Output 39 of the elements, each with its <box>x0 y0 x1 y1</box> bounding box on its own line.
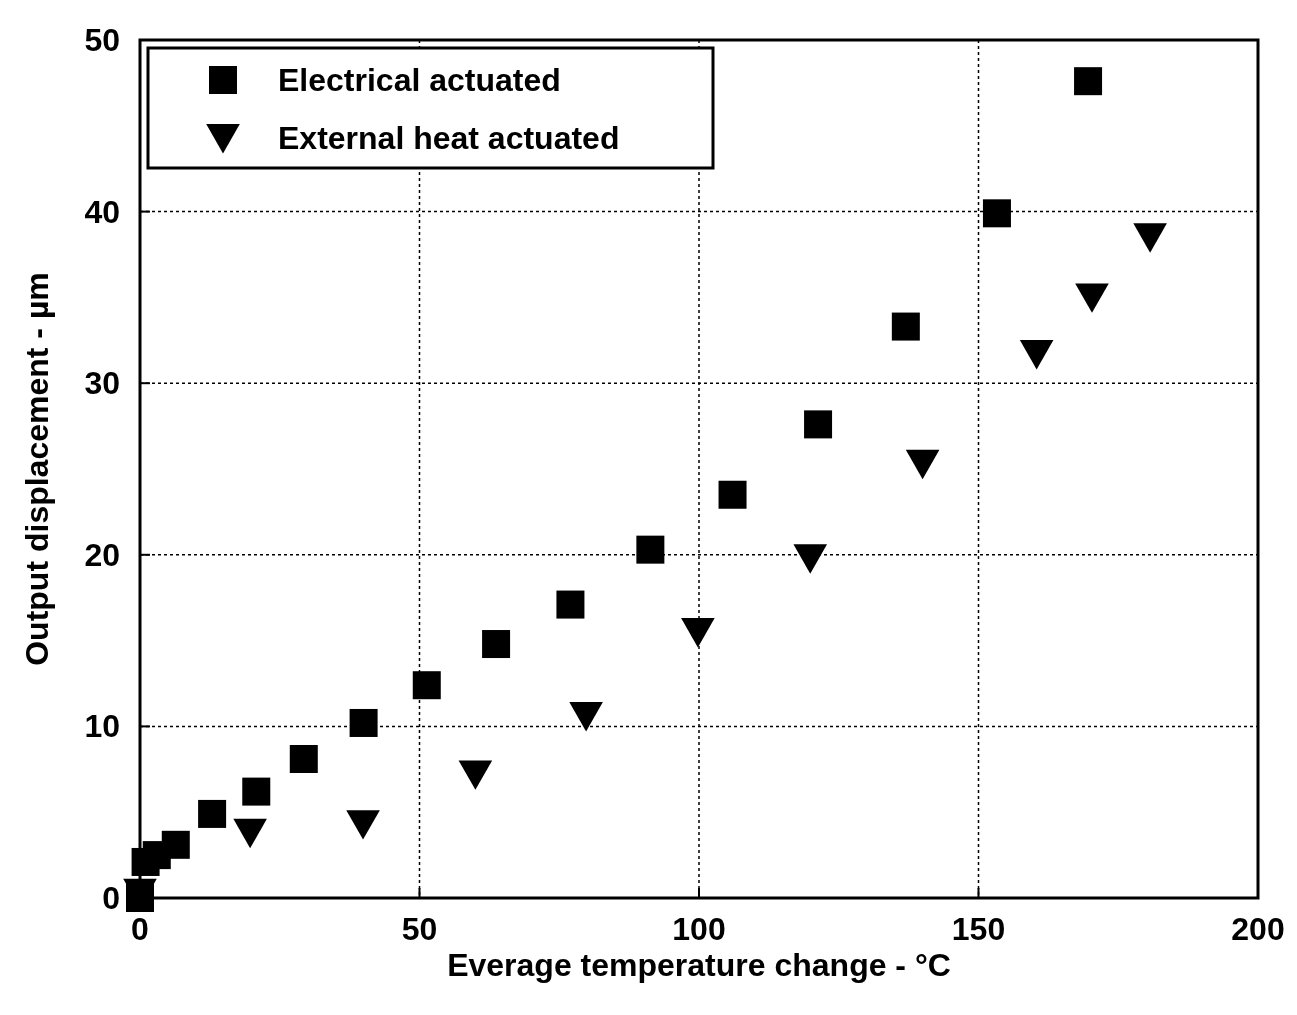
point <box>1074 67 1103 96</box>
y-tick-label: 0 <box>102 880 120 916</box>
x-tick-label: 50 <box>401 911 438 947</box>
point <box>482 630 511 659</box>
point <box>198 799 227 828</box>
point <box>982 199 1011 228</box>
point <box>233 818 267 849</box>
point <box>1133 223 1167 253</box>
point <box>458 760 493 790</box>
legend-label: Electrical actuated <box>278 62 561 98</box>
x-tick-label: 100 <box>672 911 726 947</box>
y-tick-label: 30 <box>84 365 120 402</box>
point <box>242 777 271 806</box>
point <box>349 708 378 737</box>
x-axis-title: Everage temperature change - °C <box>447 947 951 983</box>
legend-label: External heat actuated <box>278 120 620 156</box>
y-tick-label: 10 <box>84 708 120 745</box>
y-tick-label: 40 <box>84 193 120 230</box>
point <box>636 535 665 564</box>
point <box>891 312 920 341</box>
point <box>804 410 833 439</box>
point <box>793 544 828 574</box>
x-tick-label: 0 <box>131 911 149 947</box>
y-axis-title: Output displacement - µm <box>19 272 55 666</box>
x-tick-label: 200 <box>1231 911 1285 947</box>
point <box>161 830 190 859</box>
point <box>1075 283 1109 313</box>
point <box>556 590 585 619</box>
point <box>346 810 380 840</box>
point <box>681 618 715 648</box>
point <box>412 671 441 700</box>
point <box>1019 340 1054 370</box>
x-tick-label: 150 <box>951 911 1006 947</box>
y-tick-label: 20 <box>84 536 120 573</box>
y-tick-label: 50 <box>84 22 120 58</box>
point <box>905 449 940 480</box>
point <box>718 480 747 509</box>
point <box>569 702 603 732</box>
point <box>289 745 318 773</box>
